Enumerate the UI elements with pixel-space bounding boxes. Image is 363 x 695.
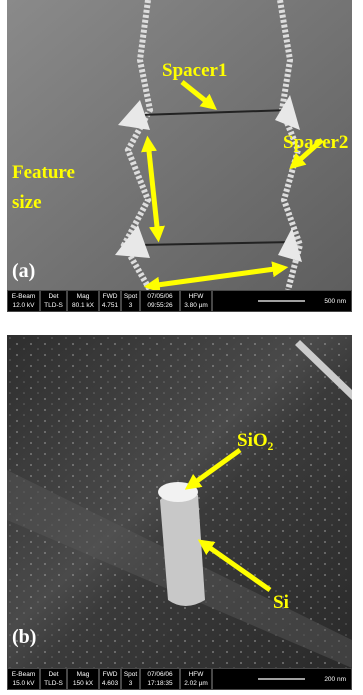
databar-header: Det <box>48 671 58 678</box>
databar-header: Mag <box>77 293 90 300</box>
databar-header: E-Beam <box>12 671 35 678</box>
databar-header: 07/06/06 <box>147 671 173 678</box>
databar-value: 3 <box>129 680 133 687</box>
databar-header: E-Beam <box>12 293 35 300</box>
databar-value: 09:55:26 <box>147 302 173 309</box>
annotation: Spacer1 <box>162 60 227 81</box>
annotation: Feature <box>12 162 75 183</box>
databar-header: HFW <box>189 293 205 300</box>
figure: Spacer1 Spacer2 Feature size (a) E-Beam 12.0 k… <box>0 0 363 695</box>
databar-value: TLD-S <box>44 302 63 309</box>
databar-value: 17:18:35 <box>147 680 173 687</box>
databar-header: Spot <box>124 671 138 678</box>
databar-header: Mag <box>77 671 90 678</box>
databar-value: 12.0 kV <box>12 302 35 309</box>
scale-label: 500 nm <box>324 298 346 305</box>
databar-value: 3.80 µm <box>184 302 208 309</box>
databar-value: 2.02 µm <box>184 680 208 687</box>
annotation: (a) <box>12 260 35 282</box>
annotation: Spacer2 <box>283 132 348 153</box>
databar-value: 15.0 kV <box>12 680 35 687</box>
databar-value: 80.1 kX <box>72 302 95 309</box>
databar-value: 3 <box>129 302 133 309</box>
annotation: (b) <box>12 626 36 648</box>
databar-header: HFW <box>189 671 205 678</box>
annotation: size <box>12 192 42 213</box>
databar-header: Det <box>48 293 58 300</box>
annotation: SiO₂ <box>237 430 274 451</box>
annotation: Si <box>273 592 289 613</box>
sem-image-b <box>7 335 352 668</box>
databar-value: 4.603 <box>102 680 119 687</box>
databar-value: 150 kX <box>73 680 94 687</box>
databar-header: FWD <box>103 671 118 678</box>
scale-label: 200 nm <box>324 676 346 683</box>
databar-header: Spot <box>124 293 138 300</box>
databar-header: FWD <box>103 293 118 300</box>
databar-value: 4.751 <box>102 302 119 309</box>
databar-value: TLD-S <box>44 680 63 687</box>
databar-header: 07/05/06 <box>147 293 173 300</box>
